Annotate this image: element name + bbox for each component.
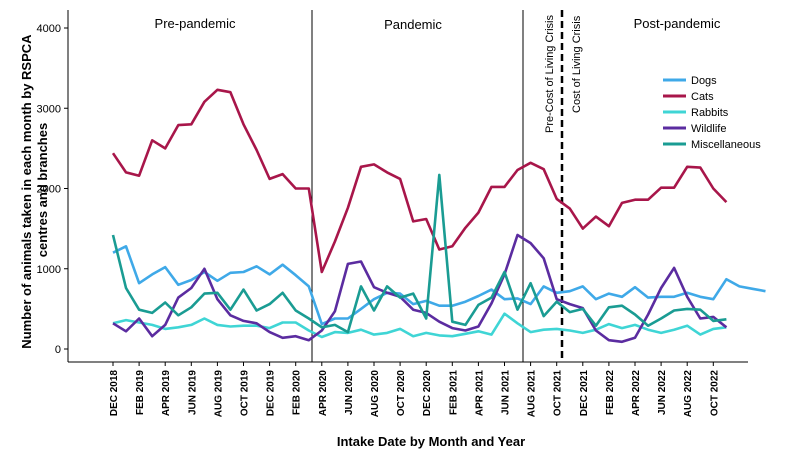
region-label-pre-pandemic: Pre-pandemic	[155, 16, 236, 31]
legend-label-dogs: Dogs	[691, 75, 717, 87]
region-label-pandemic: Pandemic	[384, 17, 442, 32]
x-tick-label: AUG 2020	[370, 370, 381, 418]
x-tick-label: AUG 2021	[527, 370, 538, 418]
legend-label-miscellaneous: Miscellaneous	[691, 139, 761, 151]
x-tick-label: OCT 2019	[240, 370, 251, 417]
x-tick-label: OCT 2020	[396, 370, 407, 417]
x-tick-label: JUN 2020	[344, 370, 355, 415]
x-tick-label: AUG 2022	[683, 370, 694, 418]
x-tick-label: APR 2019	[161, 370, 172, 417]
x-tick-label: DEC 2021	[579, 370, 590, 417]
x-tick-label: DEC 2018	[109, 370, 120, 417]
y-tick-label: 3000	[37, 103, 61, 115]
marker-label-cost-of-living: Cost of Living Crisis	[571, 15, 583, 113]
x-tick-label: FEB 2021	[448, 370, 459, 415]
legend: Dogs Cats Rabbits Wildlife Miscellaneous	[663, 75, 761, 151]
legend-label-rabbits: Rabbits	[691, 107, 729, 119]
legend-label-wildlife: Wildlife	[691, 123, 726, 135]
x-tick-label: APR 2020	[318, 370, 329, 417]
x-tick-label: AUG 2019	[213, 370, 224, 418]
series-line-cats	[111, 88, 728, 274]
x-tick-label: OCT 2021	[553, 370, 564, 417]
x-tick-label: OCT 2022	[709, 370, 720, 417]
x-tick-label: FEB 2020	[292, 370, 303, 415]
region-label-post-pandemic: Post-pandemic	[634, 16, 721, 31]
y-tick-label: 4000	[37, 23, 61, 35]
legend-label-cats: Cats	[691, 91, 714, 103]
series-line-rabbits	[112, 312, 727, 339]
x-tick-label: FEB 2019	[135, 370, 146, 415]
y-axis-title: Number of animals taken in each month by…	[19, 31, 50, 348]
y-tick-label: 2000	[37, 184, 61, 196]
x-tick-label: JUN 2021	[501, 370, 512, 415]
x-tick-label: APR 2022	[631, 370, 642, 417]
x-tick-label: FEB 2022	[605, 370, 616, 415]
marker-label-pre-cost-of-living: Pre-Cost of Living Crisis	[544, 15, 556, 133]
x-tick-label: APR 2021	[474, 370, 485, 417]
x-tick-label: JUN 2022	[657, 370, 668, 415]
x-tick-label: DEC 2019	[266, 370, 277, 417]
x-tick-label: JUN 2019	[187, 370, 198, 415]
series-line-miscellaneous	[111, 173, 727, 334]
x-axis-title: Intake Date by Month and Year	[337, 434, 525, 449]
x-tick-label: DEC 2020	[422, 370, 433, 417]
y-tick-label: 0	[55, 344, 61, 356]
y-tick-label: 1000	[37, 264, 61, 276]
